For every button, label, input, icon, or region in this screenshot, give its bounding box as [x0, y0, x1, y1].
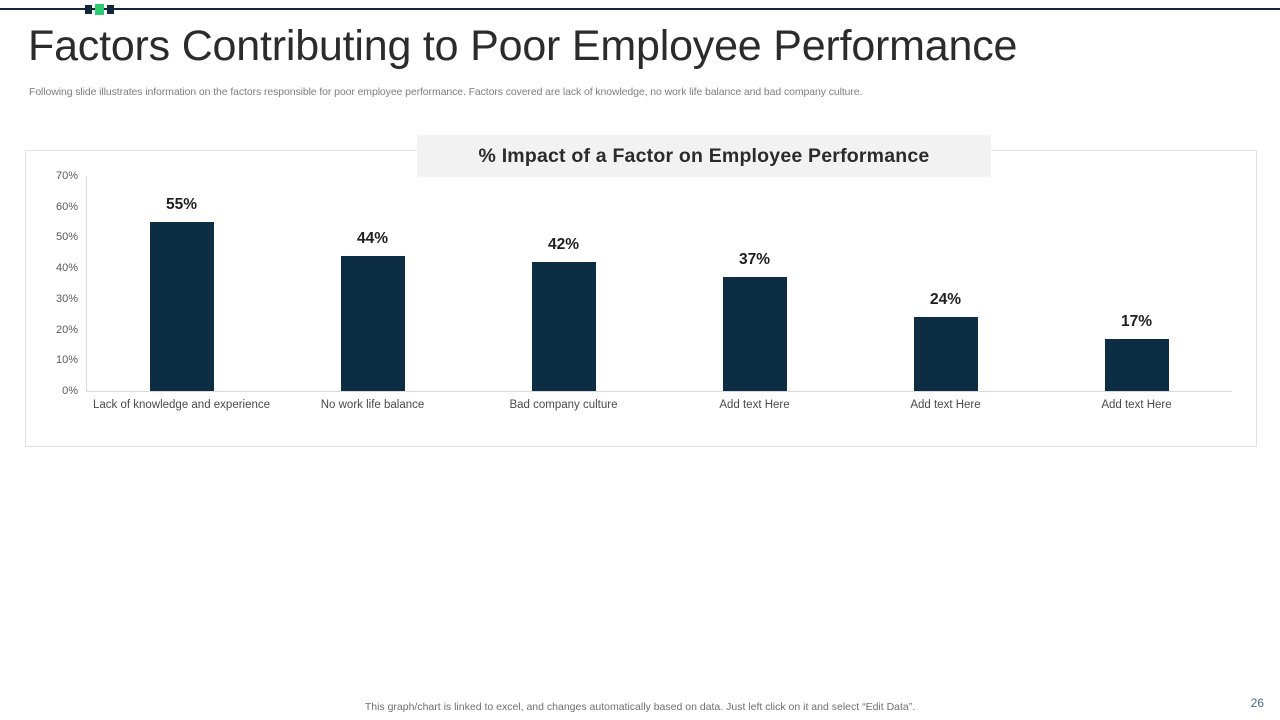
chart-title-banner: % Impact of a Factor on Employee Perform… [417, 135, 991, 177]
bar-value-label: 42% [547, 236, 580, 253]
y-axis-tick: 10% [55, 354, 78, 367]
x-axis-category-label: No work life balance [320, 399, 425, 411]
page-number: 26 [1250, 696, 1264, 710]
y-axis-tick: 70% [55, 170, 78, 182]
chart-card [25, 150, 1257, 447]
bar-slot[interactable]: 17% [1041, 176, 1232, 391]
x-axis-category-label: Lack of knowledge and experience [92, 399, 271, 411]
chart-plot-area: 70% 60% 50% 40% 30% 20% 10% 0% 55% 44% 42% 37% 24% 1… [56, 170, 1232, 397]
y-axis-tick: 0% [62, 385, 78, 397]
y-axis-tick: 20% [55, 323, 78, 336]
top-divider [0, 8, 1280, 10]
x-axis-category-label: Add text Here [910, 399, 981, 411]
top-decoration-marks [85, 3, 114, 15]
page-title: Factors Contributing to Poor Employee Pe… [28, 22, 1018, 70]
bar-value-label: 55% [165, 196, 198, 214]
x-axis-category-label: Bad company culture [509, 399, 618, 411]
y-axis-tick: 40% [55, 262, 78, 275]
bar[interactable] [149, 222, 214, 391]
footer-note: This graph/chart is linked to excel, and… [364, 701, 916, 713]
page-subtitle: Following slide illustrates information … [29, 86, 863, 98]
key-takeaways-section: » Key Takeaways [0, 455, 1280, 655]
y-axis-tick: 60% [55, 200, 78, 213]
bar-slot[interactable]: 42% [468, 176, 659, 391]
y-axis-tick: 30% [55, 292, 78, 305]
bar[interactable] [340, 255, 405, 391]
square-mark-right-icon [107, 4, 114, 14]
bar-slot[interactable]: 24% [850, 176, 1041, 391]
x-axis-category-labels: Lack of knowledge and experience No work … [86, 398, 1232, 414]
bar[interactable] [722, 277, 787, 391]
y-axis-tick: 50% [55, 231, 78, 244]
x-axis-line [86, 391, 1232, 392]
square-mark-left-icon [85, 4, 92, 14]
chart-title-text: % Impact of a Factor on Employee Perform… [478, 144, 930, 167]
bar[interactable] [1104, 338, 1169, 391]
y-axis-line [86, 176, 87, 391]
bar-value-label: 24% [929, 291, 962, 309]
x-axis-category-label: Add text Here [719, 399, 790, 411]
square-mark-accent-icon [95, 3, 104, 15]
bar-slot[interactable]: 37% [659, 176, 850, 391]
bar-slot[interactable]: 55% [86, 176, 277, 391]
bar-value-label: 17% [1120, 312, 1153, 330]
x-axis-category-label: Add text Here [1101, 399, 1172, 411]
bar-value-label: 37% [738, 251, 771, 269]
bar[interactable] [913, 317, 978, 391]
bar-slot[interactable]: 44% [277, 176, 468, 391]
bar-series: 55% 44% 42% 37% 24% 17% [86, 176, 1232, 391]
bar[interactable] [531, 262, 596, 391]
bar-value-label: 44% [356, 229, 389, 247]
